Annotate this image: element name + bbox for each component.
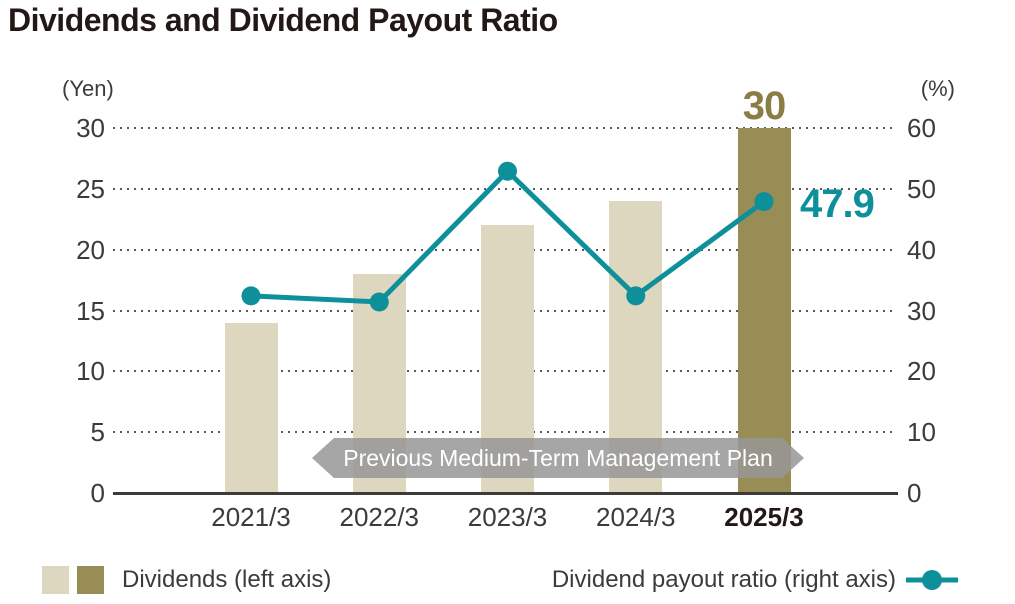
line-value-annotation: 47.9 <box>800 182 875 226</box>
left-axis-tick-20: 20 <box>76 234 105 265</box>
legend-dividends-label: Dividends (left axis) <box>122 566 332 593</box>
legend-payout-ratio: Dividend payout ratio (right axis) <box>552 566 958 594</box>
plan-period-banner: Previous Medium-Term Management Plan <box>312 438 804 478</box>
gridline-30 <box>113 127 893 130</box>
dividends-highlight-swatch <box>77 566 104 594</box>
line-marker-icon <box>906 570 958 590</box>
x-axis-label-2021/3: 2021/3 <box>211 502 291 532</box>
right-axis-unit-label: (%) <box>920 76 955 101</box>
right-axis-tick-40: 40 <box>907 234 936 265</box>
bar-2021/3 <box>224 322 278 493</box>
right-axis-tick-30: 30 <box>907 295 936 326</box>
payout-ratio-point-2023/3 <box>498 161 517 181</box>
right-axis-tick-50: 50 <box>907 173 936 204</box>
left-axis-tick-15: 15 <box>76 295 105 326</box>
right-axis-tick-60: 60 <box>907 113 936 143</box>
bar-value-annotation: 30 <box>742 84 787 128</box>
chart-title: Dividends and Dividend Payout Ratio <box>8 2 558 38</box>
x-axis-label-2024/3: 2024/3 <box>595 502 676 532</box>
right-axis-tick-10: 10 <box>907 417 936 448</box>
plan-period-banner-label: Previous Medium-Term Management Plan <box>343 444 773 471</box>
left-axis-tick-25: 25 <box>76 173 105 204</box>
right-axis-tick-0: 0 <box>907 478 922 508</box>
payout-ratio-point-2021/3 <box>241 286 261 306</box>
left-axis-tick-10: 10 <box>76 356 105 387</box>
right-axis-tick-20: 20 <box>907 356 936 387</box>
x-axis-line <box>113 492 898 495</box>
left-axis-tick-5: 5 <box>90 417 105 448</box>
left-axis-unit-label: (Yen) <box>62 76 114 101</box>
x-axis-label-2022/3: 2022/3 <box>339 502 420 532</box>
legend-dividends: Dividends (left axis) <box>42 566 331 594</box>
dividends-light-swatch <box>42 566 69 594</box>
x-axis-label-2023/3: 2023/3 <box>467 502 548 532</box>
left-axis-tick-0: 0 <box>90 478 105 508</box>
legend-payout-label: Dividend payout ratio (right axis) <box>551 566 896 593</box>
left-axis-tick-30: 30 <box>76 113 105 143</box>
x-axis-label-2025/3: 2025/3 <box>724 502 804 532</box>
